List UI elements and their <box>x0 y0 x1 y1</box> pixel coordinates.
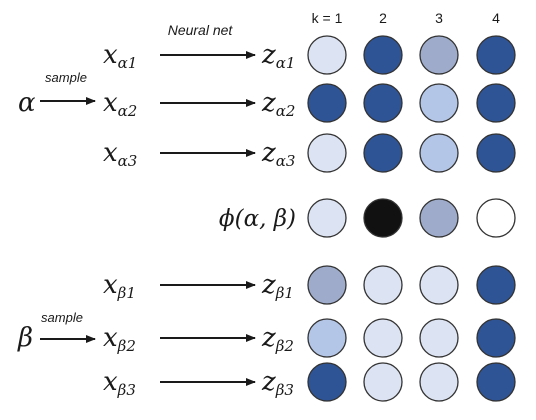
sample-alpha-label: sample <box>45 70 87 85</box>
alpha-row-3-circle-k1 <box>307 133 347 173</box>
beta-row-3-circle-k3 <box>419 362 459 402</box>
sample-beta-label: sample <box>41 310 83 325</box>
alpha-row-2-circle-k3 <box>419 83 459 123</box>
beta-row-x-1: xβ1 <box>103 270 136 302</box>
beta-row-2-circle-k3 <box>419 318 459 358</box>
beta-row-3-circle-k1 <box>307 362 347 402</box>
beta-row-2-circle-k1 <box>307 318 347 358</box>
alpha-row-2-circle-k1 <box>307 83 347 123</box>
phi-circle-k3 <box>419 198 459 238</box>
beta-row-1-circle-k2 <box>363 265 403 305</box>
phi-circle-k2 <box>363 198 403 238</box>
rows-layer: xα1 zα1 xα2 zα2 xα3 zα3 xβ1 zβ1 xβ2 zβ2 xβ3 zβ3 <box>103 40 295 399</box>
beta-row-3-circle-k4 <box>476 362 516 402</box>
k-header-1: k = 1 <box>312 10 343 26</box>
beta-row-1-circle-k1 <box>307 265 347 305</box>
alpha-row-1-circle-k4 <box>476 35 516 75</box>
alpha-row-z-2: zα2 <box>261 88 295 120</box>
k-header-2: 2 <box>379 10 387 26</box>
alpha-row-1-circle-k2 <box>363 35 403 75</box>
beta-symbol: β <box>17 323 33 353</box>
alpha-row-x-2: xα2 <box>103 88 137 120</box>
alpha-row-3-circle-k2 <box>363 133 403 173</box>
beta-row-1-circle-k4 <box>476 265 516 305</box>
phi-circle-k1 <box>307 198 347 238</box>
beta-row-3-circle-k2 <box>363 362 403 402</box>
alpha-row-z-3: zα3 <box>261 138 295 170</box>
beta-row-x-2: xβ2 <box>103 323 136 355</box>
alpha-row-1-circle-k1 <box>307 35 347 75</box>
beta-row-z-3: zβ3 <box>261 367 294 399</box>
k-header-3: 3 <box>435 10 443 26</box>
phi-label: ϕ(α, β) <box>219 206 296 232</box>
beta-row-x-3: xβ3 <box>103 367 136 399</box>
alpha-row-z-1: zα1 <box>261 40 295 72</box>
k-header-4: 4 <box>492 10 500 26</box>
alpha-row-x-1: xα1 <box>103 40 137 72</box>
beta-row-z-2: zβ2 <box>261 323 294 355</box>
beta-row-2-circle-k4 <box>476 318 516 358</box>
neural-net-label: Neural net <box>168 22 234 38</box>
alpha-row-2-circle-k2 <box>363 83 403 123</box>
alpha-row-3-circle-k3 <box>419 133 459 173</box>
beta-row-2-circle-k2 <box>363 318 403 358</box>
alpha-row-2-circle-k4 <box>476 83 516 123</box>
beta-row-1-circle-k3 <box>419 265 459 305</box>
alpha-row-3-circle-k4 <box>476 133 516 173</box>
alpha-symbol: α <box>18 88 36 118</box>
phi-circle-k4 <box>476 198 516 238</box>
circles-layer <box>307 35 516 402</box>
beta-row-z-1: zβ1 <box>261 270 294 302</box>
alpha-row-x-3: xα3 <box>103 138 137 170</box>
alpha-row-1-circle-k3 <box>419 35 459 75</box>
